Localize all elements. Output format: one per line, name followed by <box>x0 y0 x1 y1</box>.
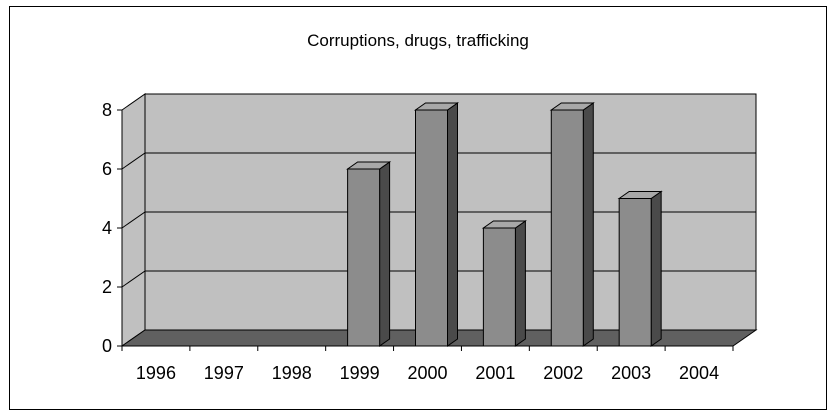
bar <box>346 161 392 347</box>
x-tick-label: 1999 <box>340 363 380 383</box>
bar-front <box>618 198 652 347</box>
plot-area: 0 2 4 6 8 1996 1997 1998 1999 2000 2001 2002 2003 200… <box>102 93 758 383</box>
bar-side <box>650 190 662 347</box>
bar <box>413 102 460 347</box>
x-tick-label: 1998 <box>272 363 312 383</box>
bar-side <box>447 102 458 347</box>
x-tick-label: 1996 <box>136 363 176 383</box>
bar-side <box>582 102 594 347</box>
y-tick-label: 6 <box>102 159 112 179</box>
bar <box>481 220 527 347</box>
bar-front <box>550 109 584 347</box>
bar-front <box>347 168 381 347</box>
x-tick-label: 2000 <box>407 363 447 383</box>
x-tick-label: 2002 <box>543 363 583 383</box>
x-tick-label: 1997 <box>204 363 244 383</box>
y-tick-label: 2 <box>102 277 112 297</box>
bar-side <box>379 161 391 347</box>
bar-front <box>415 109 448 347</box>
y-tick-label: 4 <box>102 218 112 238</box>
y-tick-label: 8 <box>102 100 112 120</box>
x-tick-label: 2004 <box>679 363 719 383</box>
bar-front <box>482 227 516 347</box>
bar-side <box>514 220 526 347</box>
chart-title: Corruptions, drugs, trafficking <box>307 31 529 50</box>
bar <box>549 102 595 347</box>
y-tick-label: 0 <box>102 336 112 356</box>
bar <box>617 190 663 347</box>
x-tick-label: 2003 <box>611 363 651 383</box>
x-tick-label: 2001 <box>475 363 515 383</box>
